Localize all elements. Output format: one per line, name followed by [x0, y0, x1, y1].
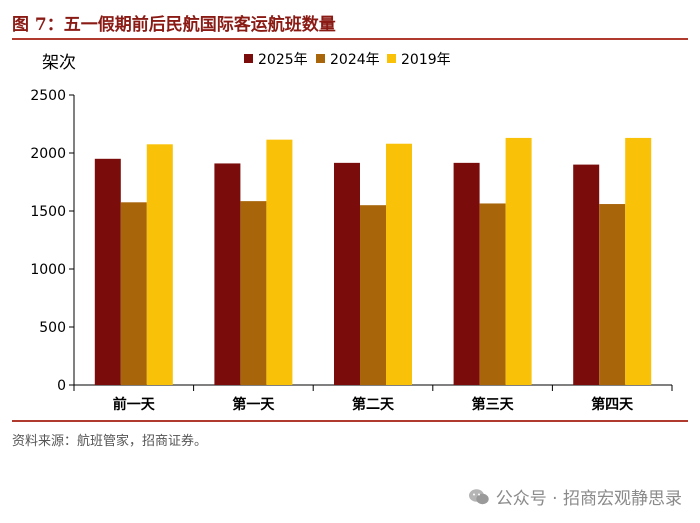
watermark: 公众号 · 招商宏观静思录	[468, 484, 682, 509]
x-tick-label-4: 第四天	[591, 396, 634, 413]
legend-label-0: 2025年	[258, 52, 308, 68]
figure-title: 图 7：五一假期前后民航国际客运航班数量	[12, 15, 336, 35]
x-tick-label-1: 第一天	[232, 396, 275, 413]
bar-2-1	[266, 139, 293, 385]
footer-rule	[12, 420, 688, 422]
title-rule	[12, 38, 688, 40]
x-tick-label-2: 第二天	[352, 396, 395, 413]
bar-0-4	[573, 164, 600, 385]
legend-swatch-0	[244, 54, 253, 63]
bar-1-1	[240, 201, 267, 385]
bar-0-0	[94, 158, 121, 385]
y-axis-label: 架次	[42, 53, 76, 73]
bar-1-4	[599, 204, 626, 385]
y-tick-label-4: 2000	[30, 146, 66, 162]
x-tick-label-0: 前一天	[113, 396, 156, 413]
x-tick-label-3: 第三天	[472, 396, 515, 413]
bar-2-4	[625, 137, 652, 385]
bar-2-3	[505, 137, 532, 385]
watermark-text: 公众号 · 招商宏观静思录	[495, 489, 682, 509]
legend-swatch-1	[316, 54, 325, 63]
bar-0-1	[214, 163, 241, 385]
bar-1-3	[479, 203, 506, 385]
bar-0-2	[334, 162, 360, 385]
y-tick-label-3: 1500	[30, 204, 66, 220]
y-tick-label-1: 500	[39, 320, 66, 336]
legend-swatch-2	[387, 54, 396, 63]
bar-2-0	[146, 144, 173, 385]
y-tick-label-5: 2500	[30, 88, 66, 104]
y-tick-label-0: 0	[57, 378, 66, 394]
wechat-icon	[468, 488, 489, 504]
bar-0-3	[453, 162, 480, 385]
bar-1-0	[120, 202, 147, 385]
legend-label-1: 2024年	[330, 52, 380, 68]
bar-chart: 架次 2025年 2024年 2019年 0 500 1000 1500 2000 2500 前一天…	[30, 52, 673, 413]
bar-1-2	[360, 205, 386, 385]
y-tick-label-2: 1000	[30, 262, 66, 278]
bar-2-2	[386, 143, 412, 385]
legend-label-2: 2019年	[401, 52, 451, 68]
source-note: 资料来源：航班管家，招商证券。	[12, 434, 208, 449]
